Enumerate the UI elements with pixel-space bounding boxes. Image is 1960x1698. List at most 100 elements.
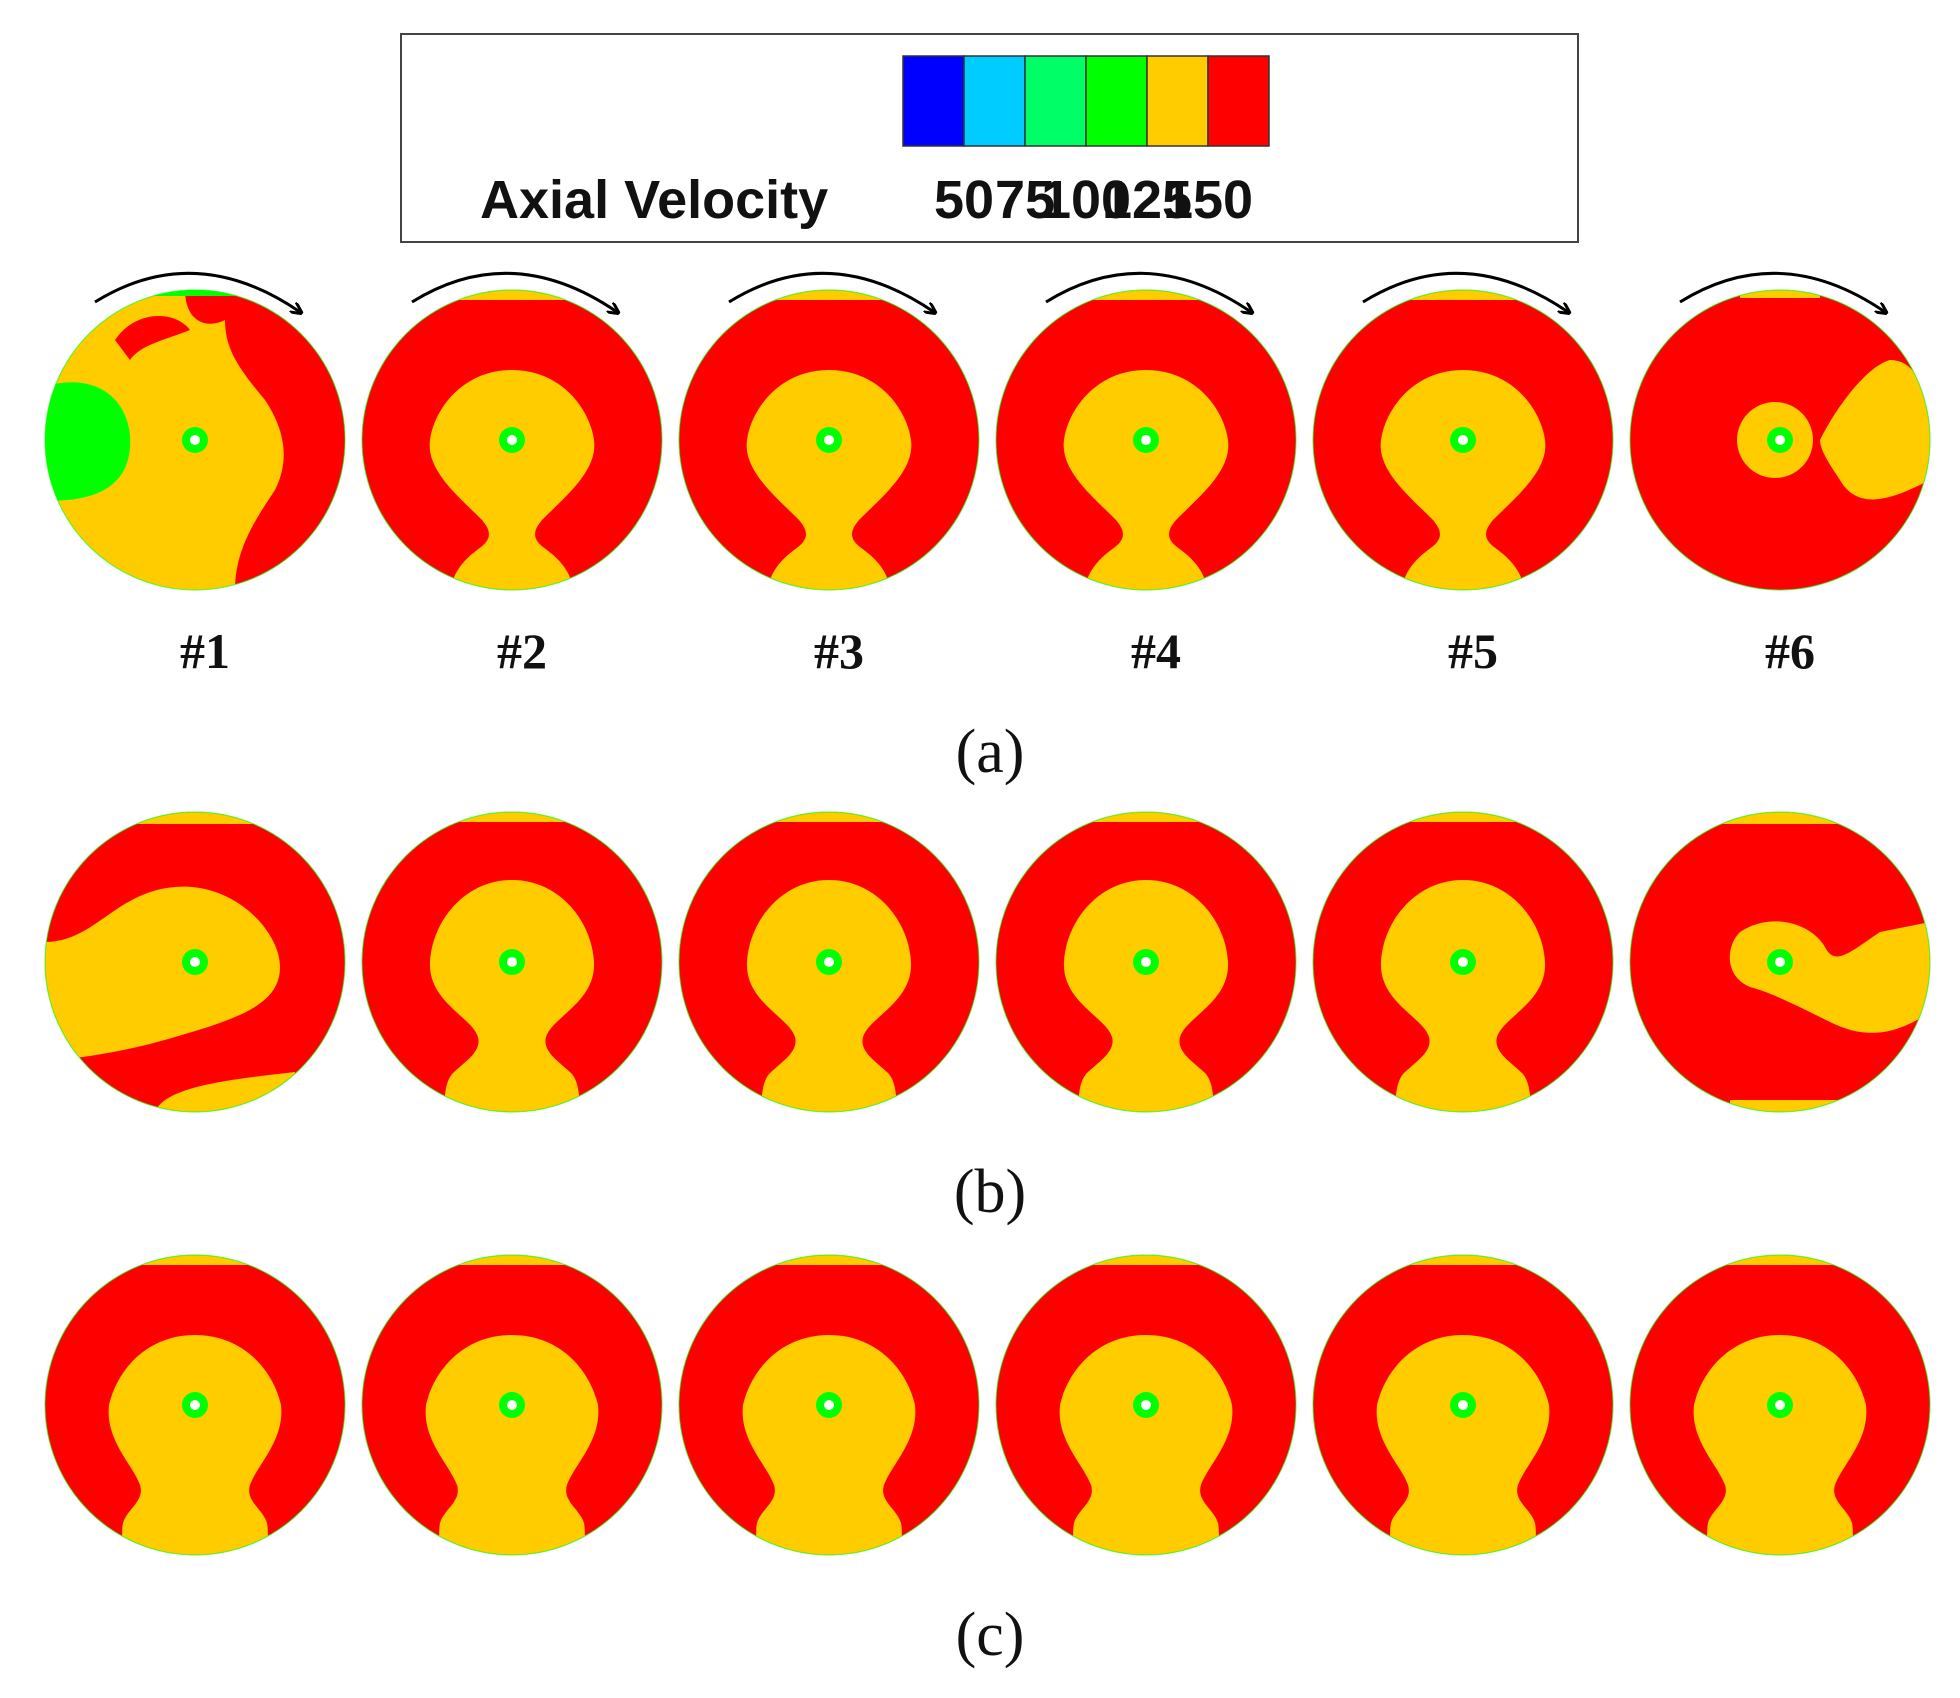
- disc-rim: [995, 1254, 1297, 1556]
- velocity-region-mid: [1398, 812, 1528, 822]
- contour-disc: [44, 811, 346, 1113]
- disc-rim: [678, 1254, 980, 1556]
- legend-colorbar: [902, 55, 1270, 147]
- hub-center: [1775, 957, 1785, 967]
- disc-rim: [1629, 811, 1931, 1113]
- hub-center: [190, 435, 200, 445]
- contour-disc: [361, 811, 663, 1113]
- velocity-region-mid: [429, 370, 595, 590]
- disc-rim: [44, 811, 346, 1113]
- legend-swatch-3: [1024, 55, 1087, 147]
- velocity-region-mid: [447, 290, 577, 300]
- contour-disc: [361, 1254, 663, 1556]
- hub-center: [190, 1400, 200, 1410]
- case-label: #1: [180, 623, 230, 679]
- hub-center: [1141, 957, 1151, 967]
- contour-disc: [1312, 1254, 1614, 1556]
- disc-rim: [1629, 1254, 1931, 1556]
- case-label: #6: [1765, 623, 1815, 679]
- legend-tick-label: 125: [1102, 170, 1192, 230]
- legend-tick-label: 100: [1041, 170, 1131, 230]
- hub-center: [1141, 1400, 1151, 1410]
- disc-rim: [361, 811, 663, 1113]
- contour-disc: [678, 1254, 980, 1556]
- disc-rim: [44, 289, 346, 591]
- contour-disc: [995, 811, 1297, 1113]
- rotation-arrow: [411, 271, 617, 312]
- velocity-region-mid: [1380, 370, 1546, 590]
- velocity-region-mid: [108, 1335, 282, 1555]
- legend-swatch-2: [963, 55, 1026, 147]
- velocity-region-high: [115, 316, 190, 360]
- disc-rim: [44, 1254, 346, 1556]
- velocity-region-mid: [447, 1255, 577, 1265]
- contour-disc: [1312, 289, 1614, 591]
- legend-tick-label: 150: [1163, 170, 1253, 230]
- disc-rim: [361, 289, 663, 591]
- disc-rim: [1312, 289, 1614, 591]
- velocity-region-mid: [746, 370, 912, 590]
- contour-disc: [1629, 1254, 1931, 1556]
- velocity-region-mid: [1398, 1255, 1528, 1265]
- velocity-region-mid: [447, 812, 577, 822]
- hub-center: [1458, 957, 1468, 967]
- contour-disc: [44, 289, 346, 591]
- legend-swatch-6: [1207, 55, 1270, 147]
- velocity-region-mid: [1063, 370, 1229, 590]
- velocity-region-mid: [1693, 1335, 1867, 1555]
- legend-swatch-4: [1085, 55, 1148, 147]
- disc-rim: [678, 811, 980, 1113]
- disc-rim: [678, 289, 980, 591]
- hub-center: [507, 957, 517, 967]
- hub-center: [1141, 435, 1151, 445]
- velocity-region-mid: [764, 1255, 894, 1265]
- contour-disc: [1629, 811, 1931, 1113]
- velocity-region-mid: [45, 886, 280, 1062]
- velocity-region-mid: [1081, 1255, 1211, 1265]
- panel-label: (a): [956, 718, 1025, 786]
- velocity-region-mid: [425, 1335, 599, 1555]
- velocity-region-mid: [742, 1335, 916, 1555]
- contour-disc: [678, 289, 980, 591]
- panel-label: (b): [954, 1158, 1026, 1226]
- contour-disc: [1312, 811, 1614, 1113]
- rotation-arrow: [1045, 271, 1251, 312]
- hub-center: [824, 1400, 834, 1410]
- legend-swatch-1: [902, 55, 965, 147]
- velocity-region-mid: [1380, 880, 1546, 1112]
- rotation-arrow: [728, 271, 934, 312]
- velocity-region-mid: [764, 812, 894, 822]
- velocity-region-mid: [1715, 1255, 1845, 1265]
- disc-rim: [1629, 289, 1931, 591]
- velocity-region-mid: [764, 290, 894, 300]
- hub-center: [1775, 1400, 1785, 1410]
- hub-center: [1775, 435, 1785, 445]
- panel: #1 #2 #3 #4 #5 #6 (a): [44, 271, 1931, 786]
- legend-swatch-5: [1146, 55, 1209, 147]
- hub-center: [1458, 435, 1468, 445]
- hub-center: [1458, 1400, 1468, 1410]
- velocity-region-mid: [1376, 1335, 1550, 1555]
- case-label: #3: [814, 623, 864, 679]
- velocity-region-mid: [1740, 290, 1820, 298]
- velocity-region-high: [185, 290, 345, 590]
- contour-disc: [995, 1254, 1297, 1556]
- disc-rim: [995, 289, 1297, 591]
- hub-center: [824, 435, 834, 445]
- rotation-arrow: [1679, 271, 1885, 312]
- hub-center: [507, 435, 517, 445]
- velocity-region-low: [45, 382, 131, 501]
- disc-rim: [361, 1254, 663, 1556]
- contour-disc: [678, 811, 980, 1113]
- velocity-region-mid: [1820, 360, 1930, 500]
- panel: (c): [44, 1254, 1931, 1669]
- velocity-region-mid: [1398, 290, 1528, 300]
- velocity-region-mid: [130, 1255, 260, 1265]
- contour-disc: [995, 289, 1297, 591]
- velocity-region-mid: [429, 880, 595, 1112]
- velocity-region-mid: [1081, 812, 1211, 822]
- case-label: #4: [1131, 623, 1181, 679]
